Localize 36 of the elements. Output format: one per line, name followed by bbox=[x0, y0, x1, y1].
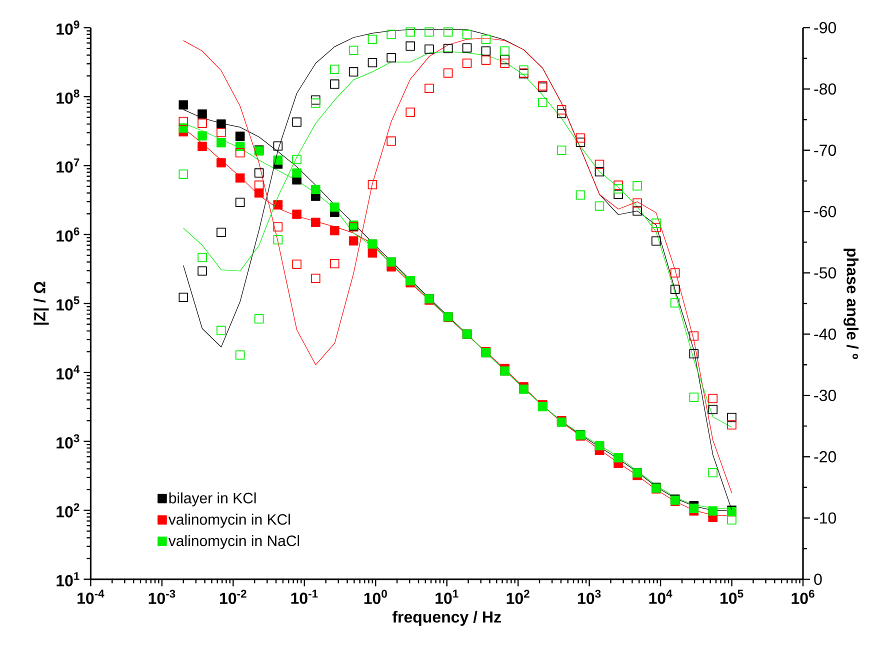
x-axis-title: frequency / Hz bbox=[392, 610, 501, 626]
y-tick-label: 10$^{5}$ bbox=[56, 296, 80, 311]
y2-tick-label: -20 bbox=[814, 451, 836, 462]
y-tick-label: 10$^{1}$ bbox=[56, 572, 80, 586]
x-tick-label: 10$^{-3}$ bbox=[148, 590, 176, 604]
x-tick-label: 10$^{6}$ bbox=[792, 590, 814, 604]
x-tick-label: 10$^{0}$ bbox=[364, 590, 387, 604]
y-tick-label: 10$^{9}$ bbox=[56, 20, 80, 35]
y2-axis-title: phase angle / º bbox=[844, 248, 859, 360]
y-tick-label: 10$^{2}$ bbox=[56, 503, 80, 518]
y2-tick-label: -10 bbox=[814, 512, 836, 524]
legend-label: valinomycin in KCl bbox=[168, 514, 290, 528]
x-tick-label: 10$^{1}$ bbox=[436, 590, 458, 604]
x-tick-label: 10$^{-1}$ bbox=[291, 590, 318, 604]
y-axis-title: |Z| / Ω bbox=[34, 282, 49, 325]
y-tick-label: 10$^{3}$ bbox=[56, 434, 80, 449]
legend-label: bilayer in KCl bbox=[169, 492, 256, 506]
y2-tick-label: -40 bbox=[814, 328, 836, 340]
y2-tick-label: -50 bbox=[814, 267, 836, 279]
y-tick-label: 10$^{8}$ bbox=[56, 90, 80, 104]
y2-tick-label: -60 bbox=[814, 206, 836, 218]
y2-tick-label: -90 bbox=[814, 22, 836, 34]
x-tick-label: 10$^{-4}$ bbox=[78, 590, 104, 604]
y-tick-label: 10$^{7}$ bbox=[56, 158, 80, 173]
y-tick-label: 10$^{6}$ bbox=[56, 227, 80, 242]
x-tick-label: 10$^{4}$ bbox=[649, 590, 672, 604]
y2-tick-label: 0 bbox=[814, 574, 822, 585]
y-tick-label: 10$^{4}$ bbox=[56, 365, 80, 380]
x-tick-label: 10$^{-2}$ bbox=[220, 590, 246, 604]
y2-tick-label: -30 bbox=[814, 390, 836, 402]
x-tick-label: 10$^{2}$ bbox=[506, 590, 530, 604]
x-tick-label: 10$^{3}$ bbox=[578, 590, 601, 604]
y2-tick-label: -80 bbox=[814, 83, 836, 95]
legend-label: valinomycin in NaCl bbox=[168, 535, 300, 550]
x-tick-label: 10$^{5}$ bbox=[720, 590, 744, 604]
y2-tick-label: -70 bbox=[814, 144, 836, 156]
